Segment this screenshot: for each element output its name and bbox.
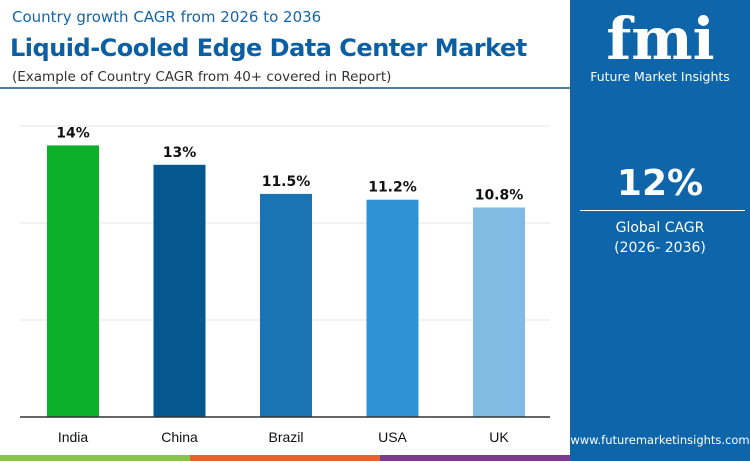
data-label: 11.5%: [262, 174, 311, 190]
bar-india: [47, 145, 99, 417]
fmi-logo: fmi: [598, 10, 723, 68]
x-tick-label: China: [161, 429, 198, 445]
page-title: Liquid-Cooled Edge Data Center Market: [10, 34, 527, 62]
x-tick-label: UK: [489, 429, 509, 445]
data-label: 11.2%: [368, 180, 417, 196]
bar-chart: 14% India 13% China 11.5% Brazil 11.2% USA 10.8%…: [20, 125, 550, 445]
bar-uk: [473, 207, 525, 417]
website-url: www.futuremarketinsights.com: [570, 433, 750, 447]
subtitle: Country growth CAGR from 2026 to 2036: [12, 8, 322, 26]
x-tick-label: India: [58, 429, 89, 445]
divider: [580, 210, 745, 211]
sidebar-panel: [570, 0, 750, 461]
color-strip: [190, 455, 380, 461]
bar-usa: [366, 199, 419, 417]
bar-china: [153, 164, 206, 417]
global-cagr-label: Global CAGR (2026- 2036): [614, 220, 706, 256]
data-label: 14%: [56, 125, 90, 141]
data-label: 13%: [163, 145, 197, 161]
x-tick-label: Brazil: [268, 429, 303, 445]
data-label: 10.8%: [475, 187, 524, 203]
color-strip: [0, 455, 190, 461]
color-strip: [380, 455, 570, 461]
global-cagr-value: 12%: [616, 163, 704, 204]
divider: [0, 87, 570, 89]
x-tick-label: USA: [378, 429, 407, 445]
brand-name: Future Market Insights: [590, 69, 730, 84]
bar-brazil: [260, 193, 312, 417]
note: (Example of Country CAGR from 40+ covere…: [12, 69, 392, 85]
